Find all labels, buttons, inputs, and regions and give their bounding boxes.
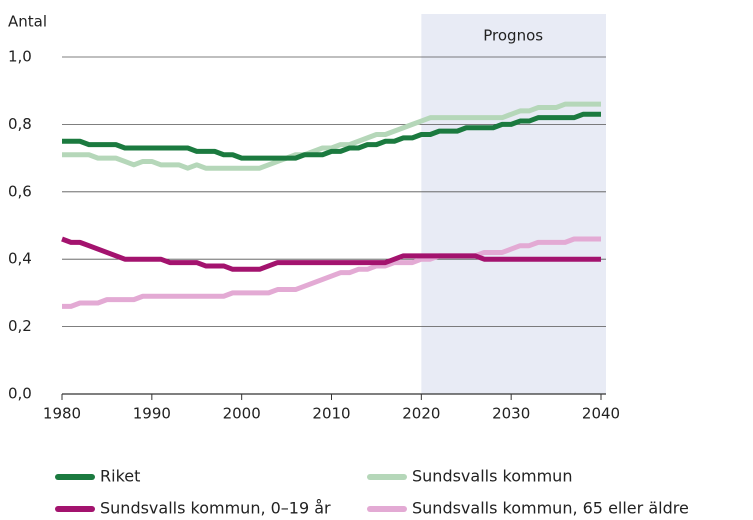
y-tick-label: 1,0 [8, 48, 32, 66]
y-tick-label: 0,4 [8, 250, 32, 268]
x-tick-label: 2010 [312, 405, 350, 423]
legend-label: Sundsvalls kommun, 65 eller äldre [412, 499, 689, 518]
x-tick-label: 1980 [43, 405, 81, 423]
y-tick-label: 0,2 [8, 317, 32, 335]
y-tick-label: 0,8 [8, 115, 32, 133]
series-line [61, 236, 601, 272]
series-line [62, 111, 601, 161]
series-line [62, 236, 601, 309]
series-line [62, 101, 601, 171]
forecast-label: Prognos [483, 27, 543, 45]
y-axis-label: Antal [8, 13, 47, 31]
x-tick-label: 2000 [223, 405, 261, 423]
forecast-region [421, 14, 606, 394]
y-tick-label: 0,0 [8, 385, 32, 403]
x-tick-label: 1990 [133, 405, 171, 423]
legend-label: Sundsvalls kommun, 0–19 år [100, 499, 331, 518]
x-tick-label: 2030 [492, 405, 530, 423]
x-tick-label: 2040 [582, 405, 620, 423]
legend-label: Sundsvalls kommun [412, 467, 572, 486]
y-tick-label: 0,6 [8, 182, 32, 200]
legend-label: Riket [100, 467, 140, 486]
x-tick-label: 2020 [402, 405, 440, 423]
legend: Riket Sundsvalls kommun Sundsvalls kommun,… [55, 467, 689, 518]
